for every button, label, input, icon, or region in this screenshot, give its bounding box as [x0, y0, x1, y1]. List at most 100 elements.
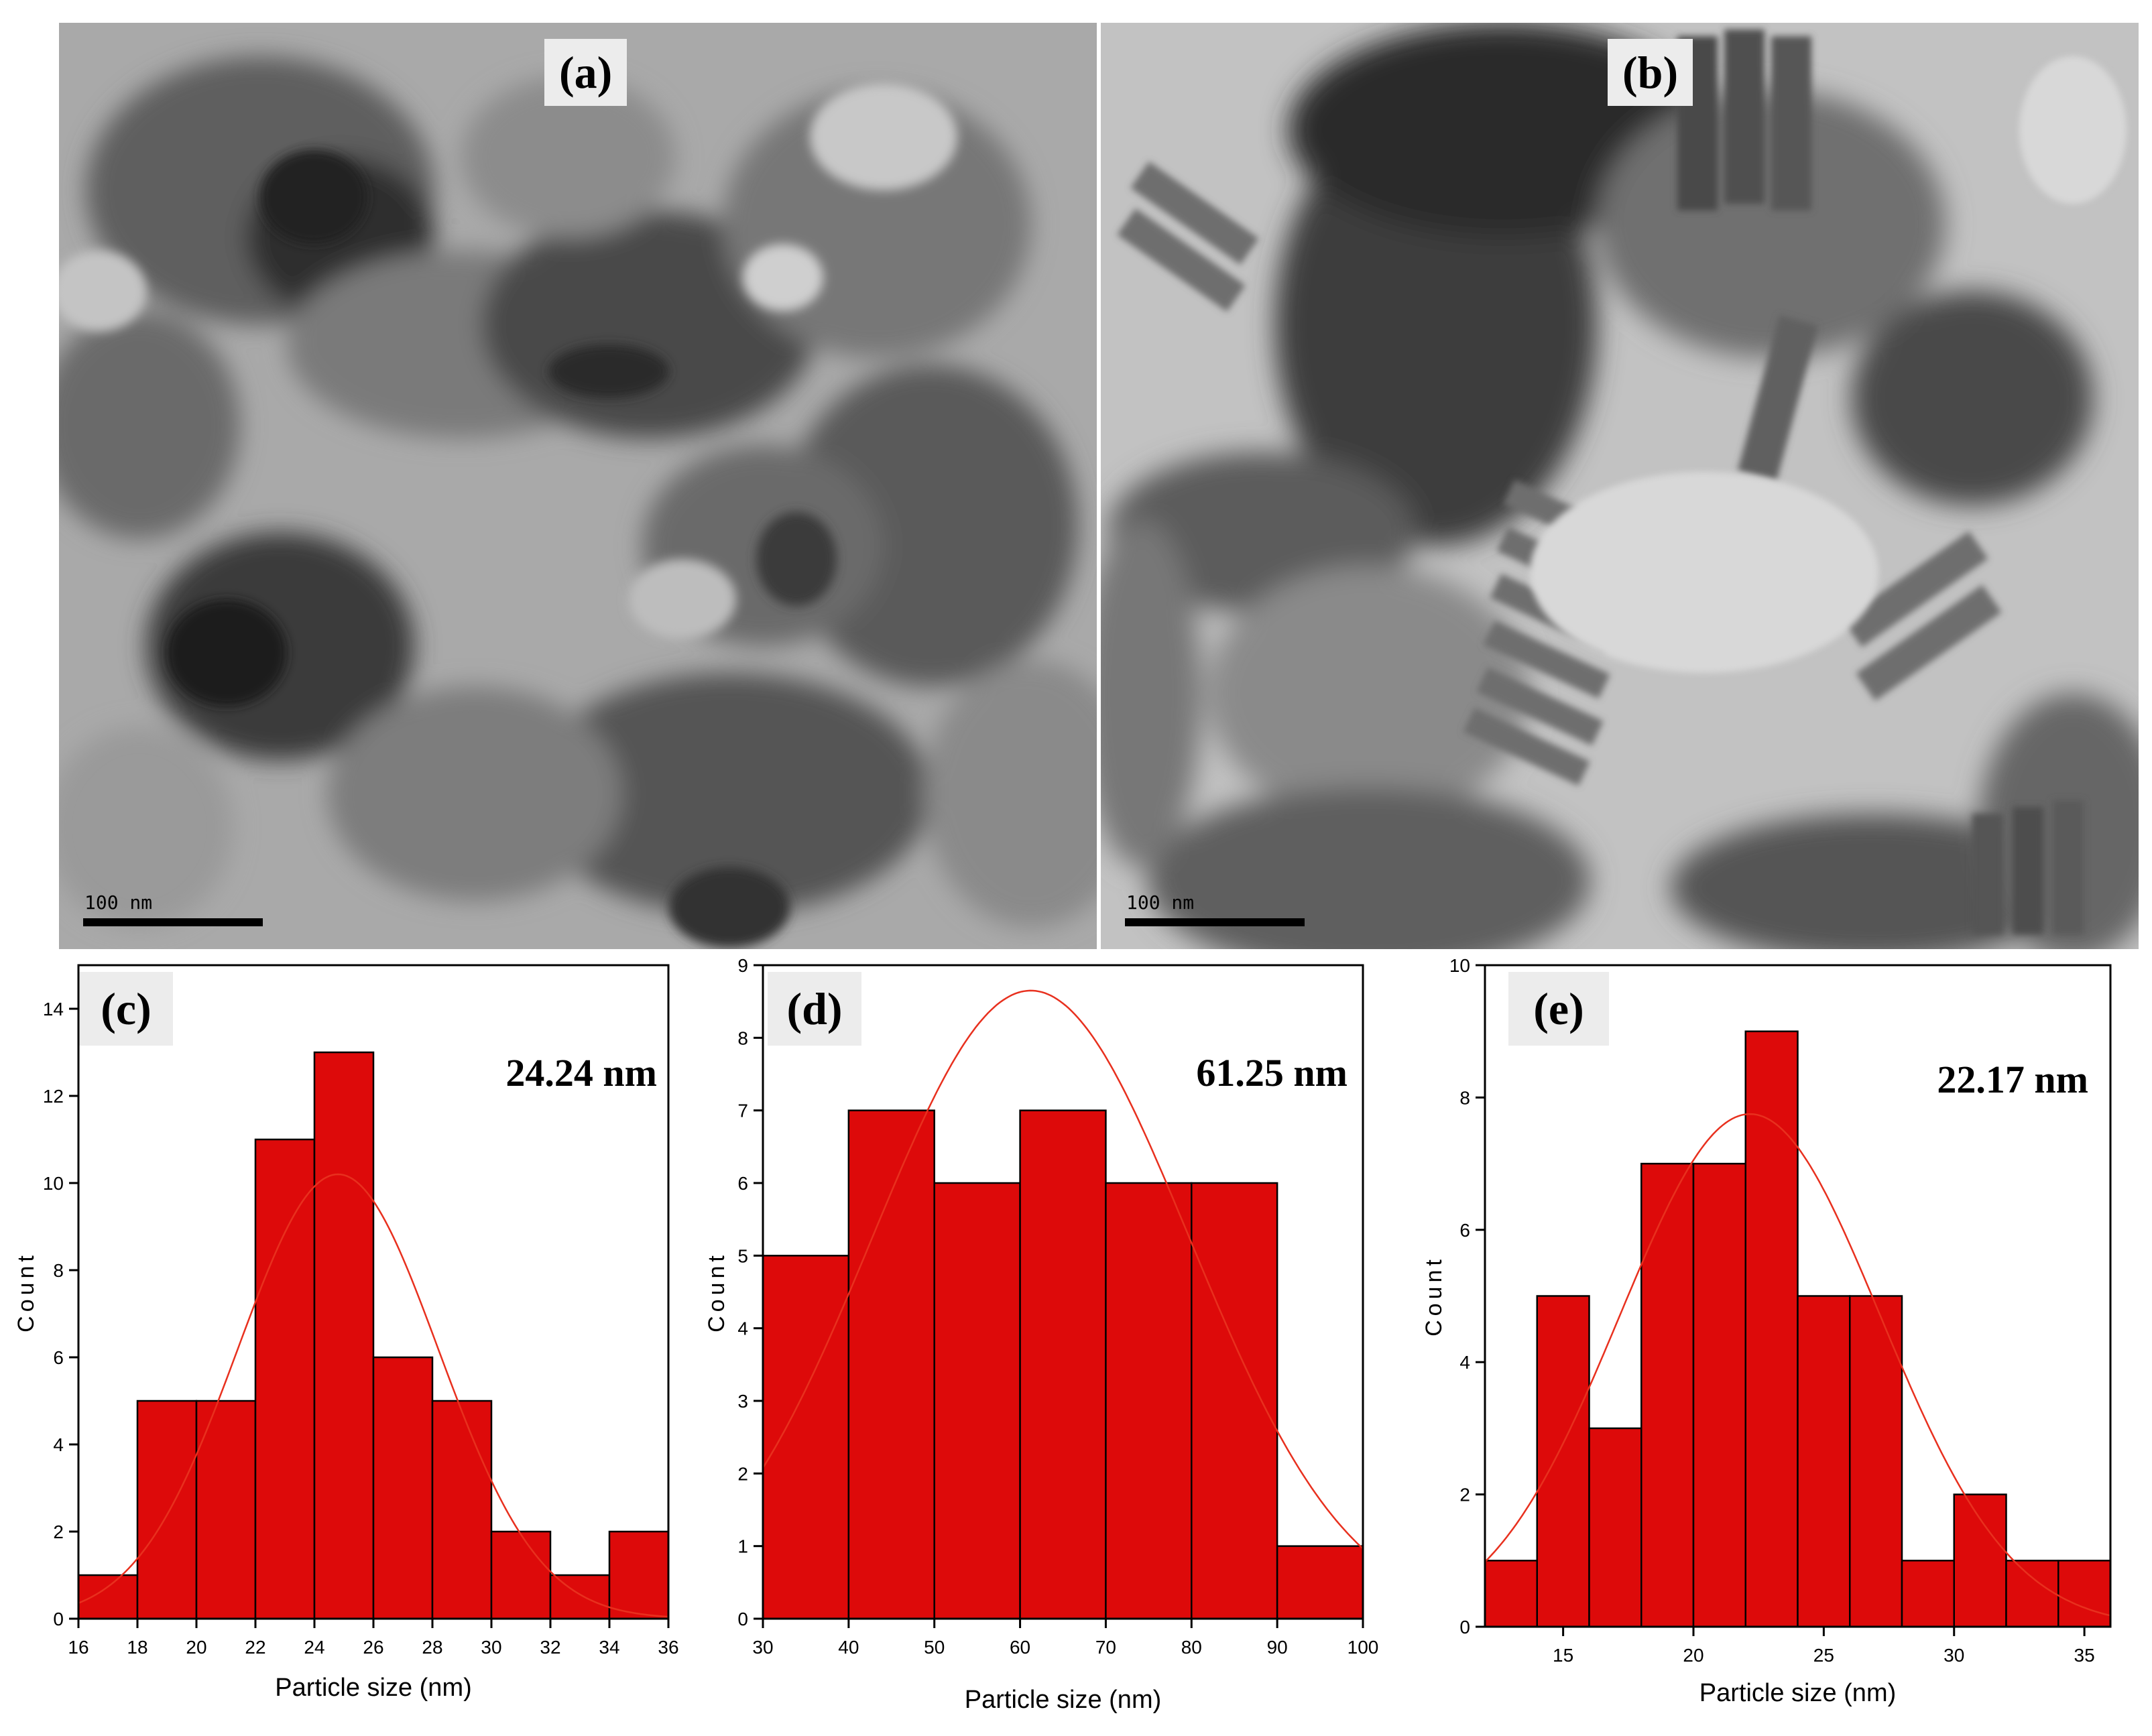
histogram-bar: [1640, 1162, 1695, 1628]
x-axis-label: Particle size (nm): [1699, 1679, 1897, 1707]
y-tick-label: 6: [737, 1173, 748, 1194]
mean-size-annotation: 22.17 nm: [1937, 1058, 2088, 1101]
scale-bar-label-a: 100 nm: [84, 891, 153, 914]
histogram-bar: [1849, 1295, 1903, 1628]
x-tick-label: 35: [2074, 1645, 2095, 1666]
x-axis-label: Particle size (nm): [965, 1686, 1162, 1714]
x-tick-label: 90: [1267, 1637, 1288, 1658]
histogram-bar: [1276, 1545, 1364, 1620]
mean-size-annotation: 24.24 nm: [505, 1051, 657, 1095]
histogram-bar: [1019, 1109, 1107, 1620]
panel-label: (c): [101, 983, 151, 1034]
histogram-bar: [195, 1400, 257, 1620]
gaussian-fit-curve: [1484, 1113, 2111, 1617]
x-tick-label: 36: [658, 1637, 678, 1658]
histogram-bar: [77, 1574, 139, 1620]
y-tick-label: 3: [737, 1391, 748, 1412]
x-tick-label: 15: [1553, 1645, 1573, 1666]
histogram-bar: [933, 1182, 1021, 1620]
mean-size-annotation: 61.25 nm: [1196, 1051, 1348, 1095]
y-tick-label: 2: [737, 1463, 748, 1484]
y-tick-label: 0: [1459, 1617, 1470, 1637]
x-tick-label: 20: [1683, 1645, 1703, 1666]
y-tick-label: 10: [1449, 955, 1470, 976]
scale-bar-a: [83, 918, 263, 926]
y-tick-label: 9: [737, 955, 748, 976]
y-axis-label: Count: [704, 1251, 729, 1332]
x-tick-label: 70: [1095, 1637, 1116, 1658]
histogram-bar: [313, 1051, 375, 1620]
histogram-bar: [1953, 1493, 2007, 1628]
scale-bar-b: [1125, 918, 1305, 926]
histogram-bar: [608, 1530, 670, 1620]
y-tick-label: 7: [737, 1101, 748, 1121]
histogram-bar: [1191, 1182, 1278, 1620]
y-tick-label: 12: [43, 1086, 64, 1107]
x-tick-label: 16: [68, 1637, 88, 1658]
x-axis-label: Particle size (nm): [275, 1674, 472, 1702]
panel-label: (e): [1533, 983, 1583, 1034]
y-tick-label: 0: [53, 1609, 64, 1629]
histogram-bar: [1484, 1560, 1538, 1628]
histogram-bar: [490, 1530, 552, 1620]
gaussian-fit-curve: [762, 989, 1364, 1550]
histogram-bar: [1588, 1427, 1642, 1628]
panel-label-box: [79, 972, 173, 1046]
scale-bar-label-b: 100 nm: [1126, 891, 1195, 914]
histogram-bar: [1692, 1162, 1746, 1628]
y-axis-label: Count: [13, 1251, 39, 1332]
y-tick-label: 4: [53, 1434, 64, 1455]
panel-label-box: [768, 972, 861, 1046]
x-tick-label: 30: [481, 1637, 501, 1658]
x-tick-label: 34: [599, 1637, 619, 1658]
panel-label-b: (b): [1608, 39, 1693, 106]
histogram-bar: [1105, 1182, 1193, 1620]
x-tick-label: 80: [1181, 1637, 1202, 1658]
x-tick-label: 28: [422, 1637, 442, 1658]
y-tick-label: 4: [737, 1318, 748, 1339]
y-axis-label: Count: [1421, 1255, 1447, 1337]
histogram-1: (c)16 18 20 22 24 26 28 30 32 34 3602468101214Part…: [13, 964, 679, 1702]
histogram-bar: [2057, 1560, 2112, 1628]
y-tick-label: 8: [1459, 1087, 1470, 1108]
tem-micrograph-a: [59, 23, 1097, 949]
tem-micrograph-b: [1101, 23, 2139, 949]
x-tick-label: 30: [752, 1637, 773, 1658]
x-tick-label: 22: [245, 1637, 265, 1658]
y-tick-label: 14: [43, 999, 64, 1019]
panel-label: (d): [786, 983, 842, 1034]
y-tick-label: 4: [1459, 1352, 1470, 1373]
histogram-bar: [136, 1400, 198, 1620]
histogram-bar: [1901, 1560, 1955, 1628]
x-tick-label: 20: [186, 1637, 206, 1658]
y-tick-label: 8: [53, 1260, 64, 1281]
x-tick-label: 25: [1813, 1645, 1834, 1666]
y-tick-label: 2: [53, 1522, 64, 1542]
tem-image-a: [59, 23, 1097, 949]
histogram-bar: [847, 1109, 935, 1620]
x-tick-label: 26: [363, 1637, 383, 1658]
y-tick-label: 5: [737, 1245, 748, 1266]
y-tick-label: 8: [737, 1028, 748, 1048]
histogram-bar: [372, 1356, 434, 1620]
y-tick-label: 10: [43, 1173, 64, 1194]
histogram-bar: [1536, 1295, 1590, 1628]
tem-image-b: [1101, 23, 2139, 949]
x-tick-label: 100: [1348, 1637, 1379, 1658]
histogram-3: (e) 15 20 25 30 35 0 2 4 6 8 10 Particle size (nm) Co…: [1421, 955, 2112, 1707]
y-tick-label: 6: [1459, 1220, 1470, 1241]
gaussian-fit-curve: [78, 1173, 669, 1618]
histogram-bar: [254, 1138, 316, 1620]
panel-label-a: (a): [544, 39, 627, 106]
y-tick-label: 2: [1459, 1485, 1470, 1505]
plot-frame: [1484, 964, 2112, 1628]
plot-frame: [762, 964, 1364, 1620]
x-tick-label: 30: [1944, 1645, 1964, 1666]
x-tick-label: 32: [540, 1637, 560, 1658]
histogram-bar: [549, 1574, 611, 1620]
x-tick-label: 40: [838, 1637, 859, 1658]
y-tick-label: 1: [737, 1536, 748, 1557]
x-tick-label: 50: [924, 1637, 945, 1658]
histogram-2: (d) 30 40 50 60 70 80 90 100 0 1 2 3 4 5 6 7 8 9 Particle s…: [704, 955, 1378, 1714]
